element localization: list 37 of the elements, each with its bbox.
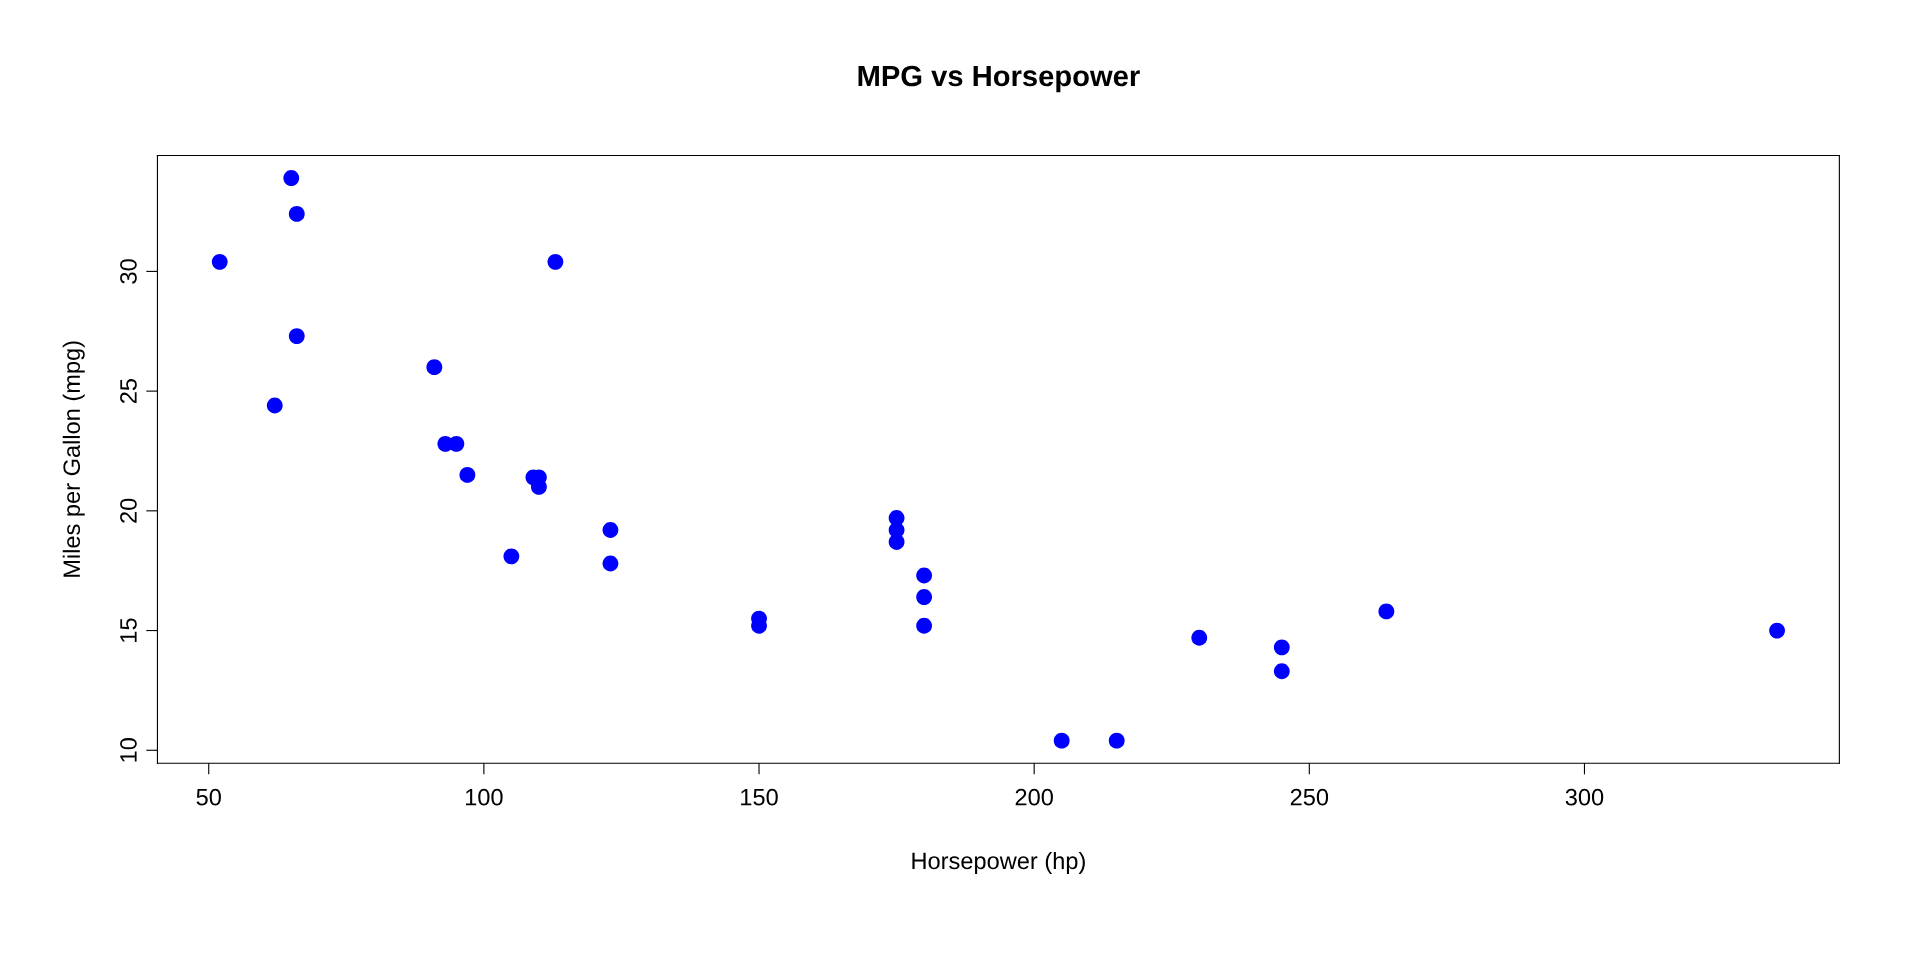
- point: [1108, 732, 1125, 749]
- y-tick-label: 10: [120, 738, 137, 762]
- y-tick-label: 20: [120, 498, 137, 523]
- point: [1273, 663, 1290, 680]
- x-tick-label: 200: [1015, 788, 1053, 806]
- point: [211, 253, 228, 270]
- point: [1273, 639, 1290, 656]
- point: [503, 548, 520, 565]
- point: [1378, 603, 1395, 620]
- x-tick-label: 250: [1290, 788, 1329, 806]
- point: [288, 328, 305, 344]
- point: [283, 170, 300, 186]
- chart-title: MPG vs Horsepower: [858, 65, 1140, 93]
- x-tick-label: 100: [465, 788, 503, 806]
- x-axis-title: Horsepower (hp): [912, 851, 1085, 874]
- point: [266, 397, 283, 414]
- point: [459, 467, 476, 483]
- point: [916, 589, 933, 605]
- point: [1191, 629, 1208, 646]
- point: [888, 510, 905, 526]
- point: [448, 435, 465, 452]
- x-tick-label: 50: [196, 788, 221, 806]
- point: [602, 522, 619, 538]
- point: [602, 555, 619, 572]
- y-axis-title: Miles per Gallon (mpg): [62, 341, 85, 577]
- x-tick-label: 150: [741, 788, 778, 806]
- y-tick-label: 25: [120, 378, 137, 404]
- point: [916, 617, 933, 634]
- point: [916, 567, 933, 584]
- x-tick-label: 300: [1565, 788, 1604, 806]
- point: [288, 206, 305, 222]
- point: [547, 253, 564, 270]
- point: [1769, 622, 1785, 639]
- y-tick-label: 30: [120, 259, 137, 284]
- point: [1053, 732, 1070, 749]
- point: [426, 359, 443, 376]
- y-tick-label: 15: [120, 618, 137, 642]
